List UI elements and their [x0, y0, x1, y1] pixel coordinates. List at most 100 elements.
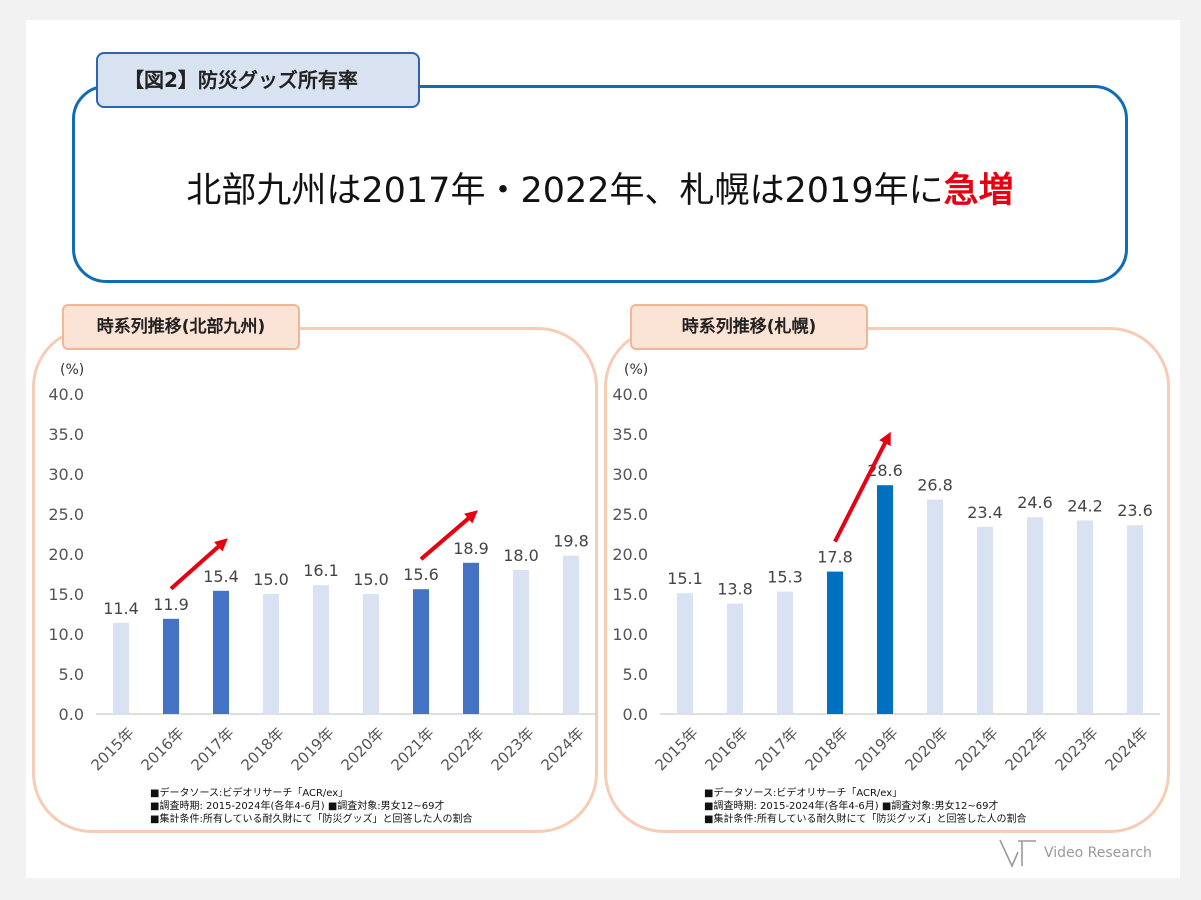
bar-2022年: [1027, 517, 1043, 714]
y-tick-label: 30.0: [48, 465, 84, 484]
x-tick-label: 2024年: [1101, 724, 1151, 774]
bar-2017年: [213, 590, 229, 714]
y-tick-label: 30.0: [612, 465, 648, 484]
x-tick-label: 2024年: [537, 724, 587, 774]
x-tick-label: 2015年: [651, 724, 701, 774]
bar-2020年: [927, 499, 943, 714]
y-tick-label: 40.0: [612, 385, 648, 404]
x-tick-label: 2015年: [87, 724, 137, 774]
y-tick-label: 20.0: [48, 545, 84, 564]
data-label: 11.9: [153, 595, 189, 614]
note-line: ■調査時期: 2015-2024年(各年4-6月) ■調査対象:男女12~69才: [704, 801, 999, 812]
data-label: 15.4: [203, 567, 239, 586]
headline-emphasis: 急増: [943, 171, 1014, 211]
headline-box: [72, 85, 1128, 283]
headline-text: 北部九州は2017年・2022年、札幌は2019年に: [186, 171, 944, 211]
bar-2024年: [563, 555, 579, 714]
chart-title-kitakyushu: 時系列推移(北部九州): [62, 304, 300, 350]
bar-2015年: [677, 593, 693, 714]
bar-2019年: [313, 585, 329, 714]
x-tick-label: 2016年: [137, 724, 187, 774]
note-line: ■データソース:ビデオリサーチ「ACR/ex」: [704, 788, 903, 799]
data-label: 15.6: [403, 565, 439, 584]
chart-notes-kitakyushu: ■データソース:ビデオリサーチ「ACR/ex」 ■調査時期: 2015-2024…: [150, 787, 473, 826]
x-tick-label: 2021年: [387, 724, 437, 774]
x-tick-label: 2019年: [851, 724, 901, 774]
bar-2020年: [363, 594, 379, 714]
x-tick-label: 2020年: [901, 724, 951, 774]
bar-2023年: [1077, 520, 1093, 714]
data-label: 26.8: [917, 476, 953, 495]
note-line: ■集計条件:所有している耐久財にて「防災グッズ」と回答した人の割合: [704, 814, 1027, 825]
bar-2022年: [463, 562, 479, 714]
note-line: ■データソース:ビデオリサーチ「ACR/ex」: [150, 788, 349, 799]
x-tick-label: 2020年: [337, 724, 387, 774]
video-research-logo-icon: [999, 839, 1036, 868]
data-label: 24.6: [1017, 493, 1053, 512]
increase-arrow: [169, 538, 228, 591]
x-tick-label: 2018年: [237, 724, 287, 774]
y-tick-label: 35.0: [48, 425, 84, 444]
x-tick-label: 2021年: [951, 724, 1001, 774]
bar-2021年: [413, 589, 429, 714]
data-label: 15.0: [353, 570, 389, 589]
y-tick-label: 5.0: [59, 665, 84, 684]
x-tick-label: 2023年: [1051, 724, 1101, 774]
x-tick-label: 2022年: [437, 724, 487, 774]
x-tick-label: 2017年: [187, 724, 237, 774]
bar-2018年: [827, 571, 843, 714]
x-tick-label: 2023年: [487, 724, 537, 774]
data-label: 16.1: [303, 561, 339, 580]
y-tick-label: 5.0: [623, 665, 648, 684]
note-line: ■調査時期: 2015-2024年(各年4-6月) ■調査対象:男女12~69才: [150, 801, 445, 812]
y-tick-label: 10.0: [612, 625, 648, 644]
y-tick-label: 0.0: [59, 705, 84, 724]
data-label: 15.0: [253, 570, 289, 589]
y-tick-label: 0.0: [623, 705, 648, 724]
x-tick-label: 2022年: [1001, 724, 1051, 774]
y-tick-label: 25.0: [48, 505, 84, 524]
bar-2015年: [113, 622, 129, 714]
data-label: 23.6: [1117, 501, 1153, 520]
chart-title-sapporo: 時系列推移(札幌): [630, 304, 868, 350]
note-line: ■集計条件:所有している耐久財にて「防災グッズ」と回答した人の割合: [150, 814, 473, 825]
data-label: 18.9: [453, 539, 489, 558]
chart-panel-kitakyushu: [32, 327, 598, 833]
increase-arrow: [419, 510, 478, 561]
data-label: 18.0: [503, 546, 539, 565]
headline: 北部九州は2017年・2022年、札幌は2019年に急増: [72, 162, 1128, 213]
data-label: 23.4: [967, 503, 1003, 522]
y-axis-unit-label: (%): [624, 362, 648, 378]
increase-arrow: [833, 431, 891, 543]
bar-chart-sapporo: (%) 0.0 5.0 10.0 15.0 20.0 25.0 30.0 35.0 40.0 15.…: [612, 362, 1160, 774]
figure-label: 【図2】防災グッズ所有率: [96, 52, 420, 108]
bar-2021年: [977, 526, 993, 714]
bar-2016年: [727, 603, 743, 714]
y-tick-label: 15.0: [612, 585, 648, 604]
data-label: 24.2: [1067, 496, 1103, 515]
logo-text: Video Research: [1044, 845, 1152, 861]
bar-2018年: [263, 594, 279, 714]
data-label: 15.3: [767, 568, 803, 587]
bar-2023年: [513, 570, 529, 714]
data-label: 15.1: [667, 569, 703, 588]
y-tick-label: 40.0: [48, 385, 84, 404]
y-tick-label: 10.0: [48, 625, 84, 644]
bar-2024年: [1127, 525, 1143, 714]
y-tick-label: 20.0: [612, 545, 648, 564]
data-label: 19.8: [553, 532, 589, 551]
video-research-logo: Video Research: [998, 838, 1152, 868]
y-axis-unit-label: (%): [60, 362, 84, 378]
x-tick-label: 2017年: [751, 724, 801, 774]
chart-notes-sapporo: ■データソース:ビデオリサーチ「ACR/ex」 ■調査時期: 2015-2024…: [704, 787, 1027, 826]
y-tick-label: 25.0: [612, 505, 648, 524]
x-tick-label: 2019年: [287, 724, 337, 774]
data-label: 11.4: [103, 599, 139, 618]
y-tick-label: 35.0: [612, 425, 648, 444]
bar-chart-kitakyushu: (%) 0.0 5.0 10.0 15.0 20.0 25.0 30.0 35.0 40.0 11.…: [48, 362, 596, 774]
data-label: 13.8: [717, 580, 753, 599]
bar-2017年: [777, 591, 793, 714]
y-tick-label: 15.0: [48, 585, 84, 604]
x-tick-label: 2018年: [801, 724, 851, 774]
bar-2019年: [877, 485, 893, 714]
